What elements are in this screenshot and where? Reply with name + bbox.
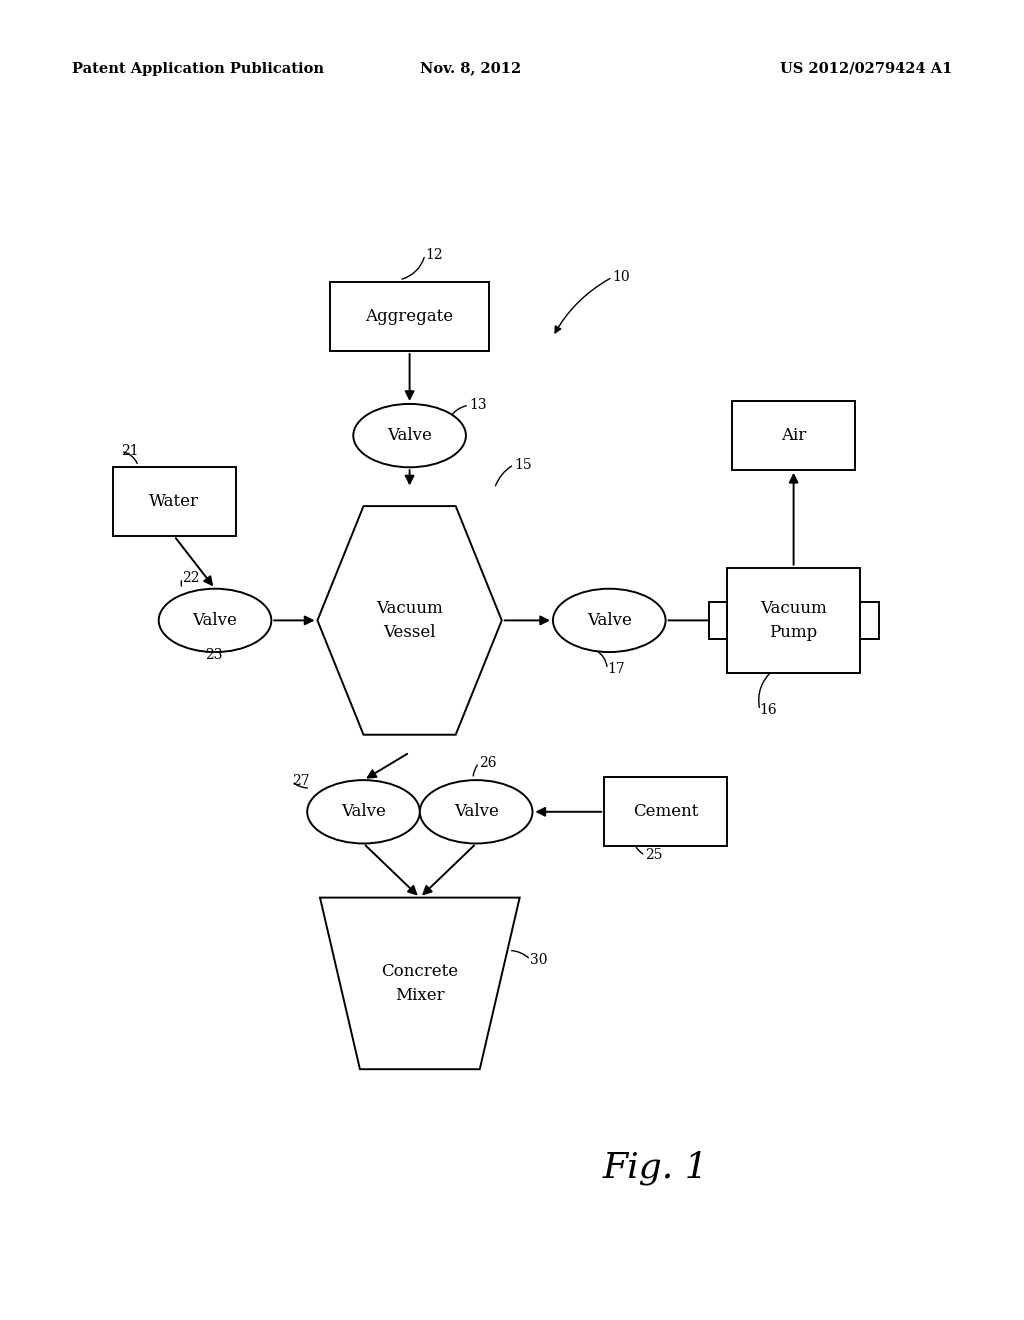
Text: 15: 15 [514, 458, 531, 471]
Text: Concrete
Mixer: Concrete Mixer [381, 964, 459, 1003]
Text: 12: 12 [425, 248, 442, 261]
Text: 22: 22 [182, 572, 200, 585]
Ellipse shape [553, 589, 666, 652]
Text: Valve: Valve [454, 804, 499, 820]
Text: 25: 25 [645, 849, 663, 862]
Text: 16: 16 [760, 704, 777, 717]
Text: 30: 30 [530, 953, 548, 966]
Bar [113, 467, 236, 536]
Text: Air: Air [781, 428, 806, 444]
Bar [727, 568, 860, 673]
Text: US 2012/0279424 A1: US 2012/0279424 A1 [780, 62, 952, 75]
Text: Valve: Valve [587, 612, 632, 628]
Bar [604, 777, 727, 846]
Ellipse shape [353, 404, 466, 467]
Text: Valve: Valve [341, 804, 386, 820]
Polygon shape [319, 898, 519, 1069]
Bar [709, 602, 727, 639]
Text: 26: 26 [479, 756, 497, 770]
Text: Valve: Valve [193, 612, 238, 628]
Ellipse shape [307, 780, 420, 843]
Text: 17: 17 [607, 663, 625, 676]
Text: 10: 10 [612, 271, 630, 284]
Text: Valve: Valve [387, 428, 432, 444]
Text: Fig. 1: Fig. 1 [602, 1151, 709, 1185]
Bar [330, 282, 489, 351]
Text: Aggregate: Aggregate [366, 309, 454, 325]
Text: Vacuum
Pump: Vacuum Pump [760, 601, 827, 640]
Text: 13: 13 [469, 399, 486, 412]
Text: Cement: Cement [633, 804, 698, 820]
Text: Water: Water [150, 494, 199, 510]
Bar [860, 602, 879, 639]
Ellipse shape [159, 589, 271, 652]
Text: 21: 21 [121, 445, 138, 458]
Text: 27: 27 [292, 775, 309, 788]
Text: Nov. 8, 2012: Nov. 8, 2012 [421, 62, 521, 75]
Text: Patent Application Publication: Patent Application Publication [72, 62, 324, 75]
Text: Vacuum
Vessel: Vacuum Vessel [376, 601, 443, 640]
Ellipse shape [420, 780, 532, 843]
Polygon shape [317, 506, 502, 735]
Bar [732, 401, 855, 470]
Text: 23: 23 [205, 648, 222, 661]
